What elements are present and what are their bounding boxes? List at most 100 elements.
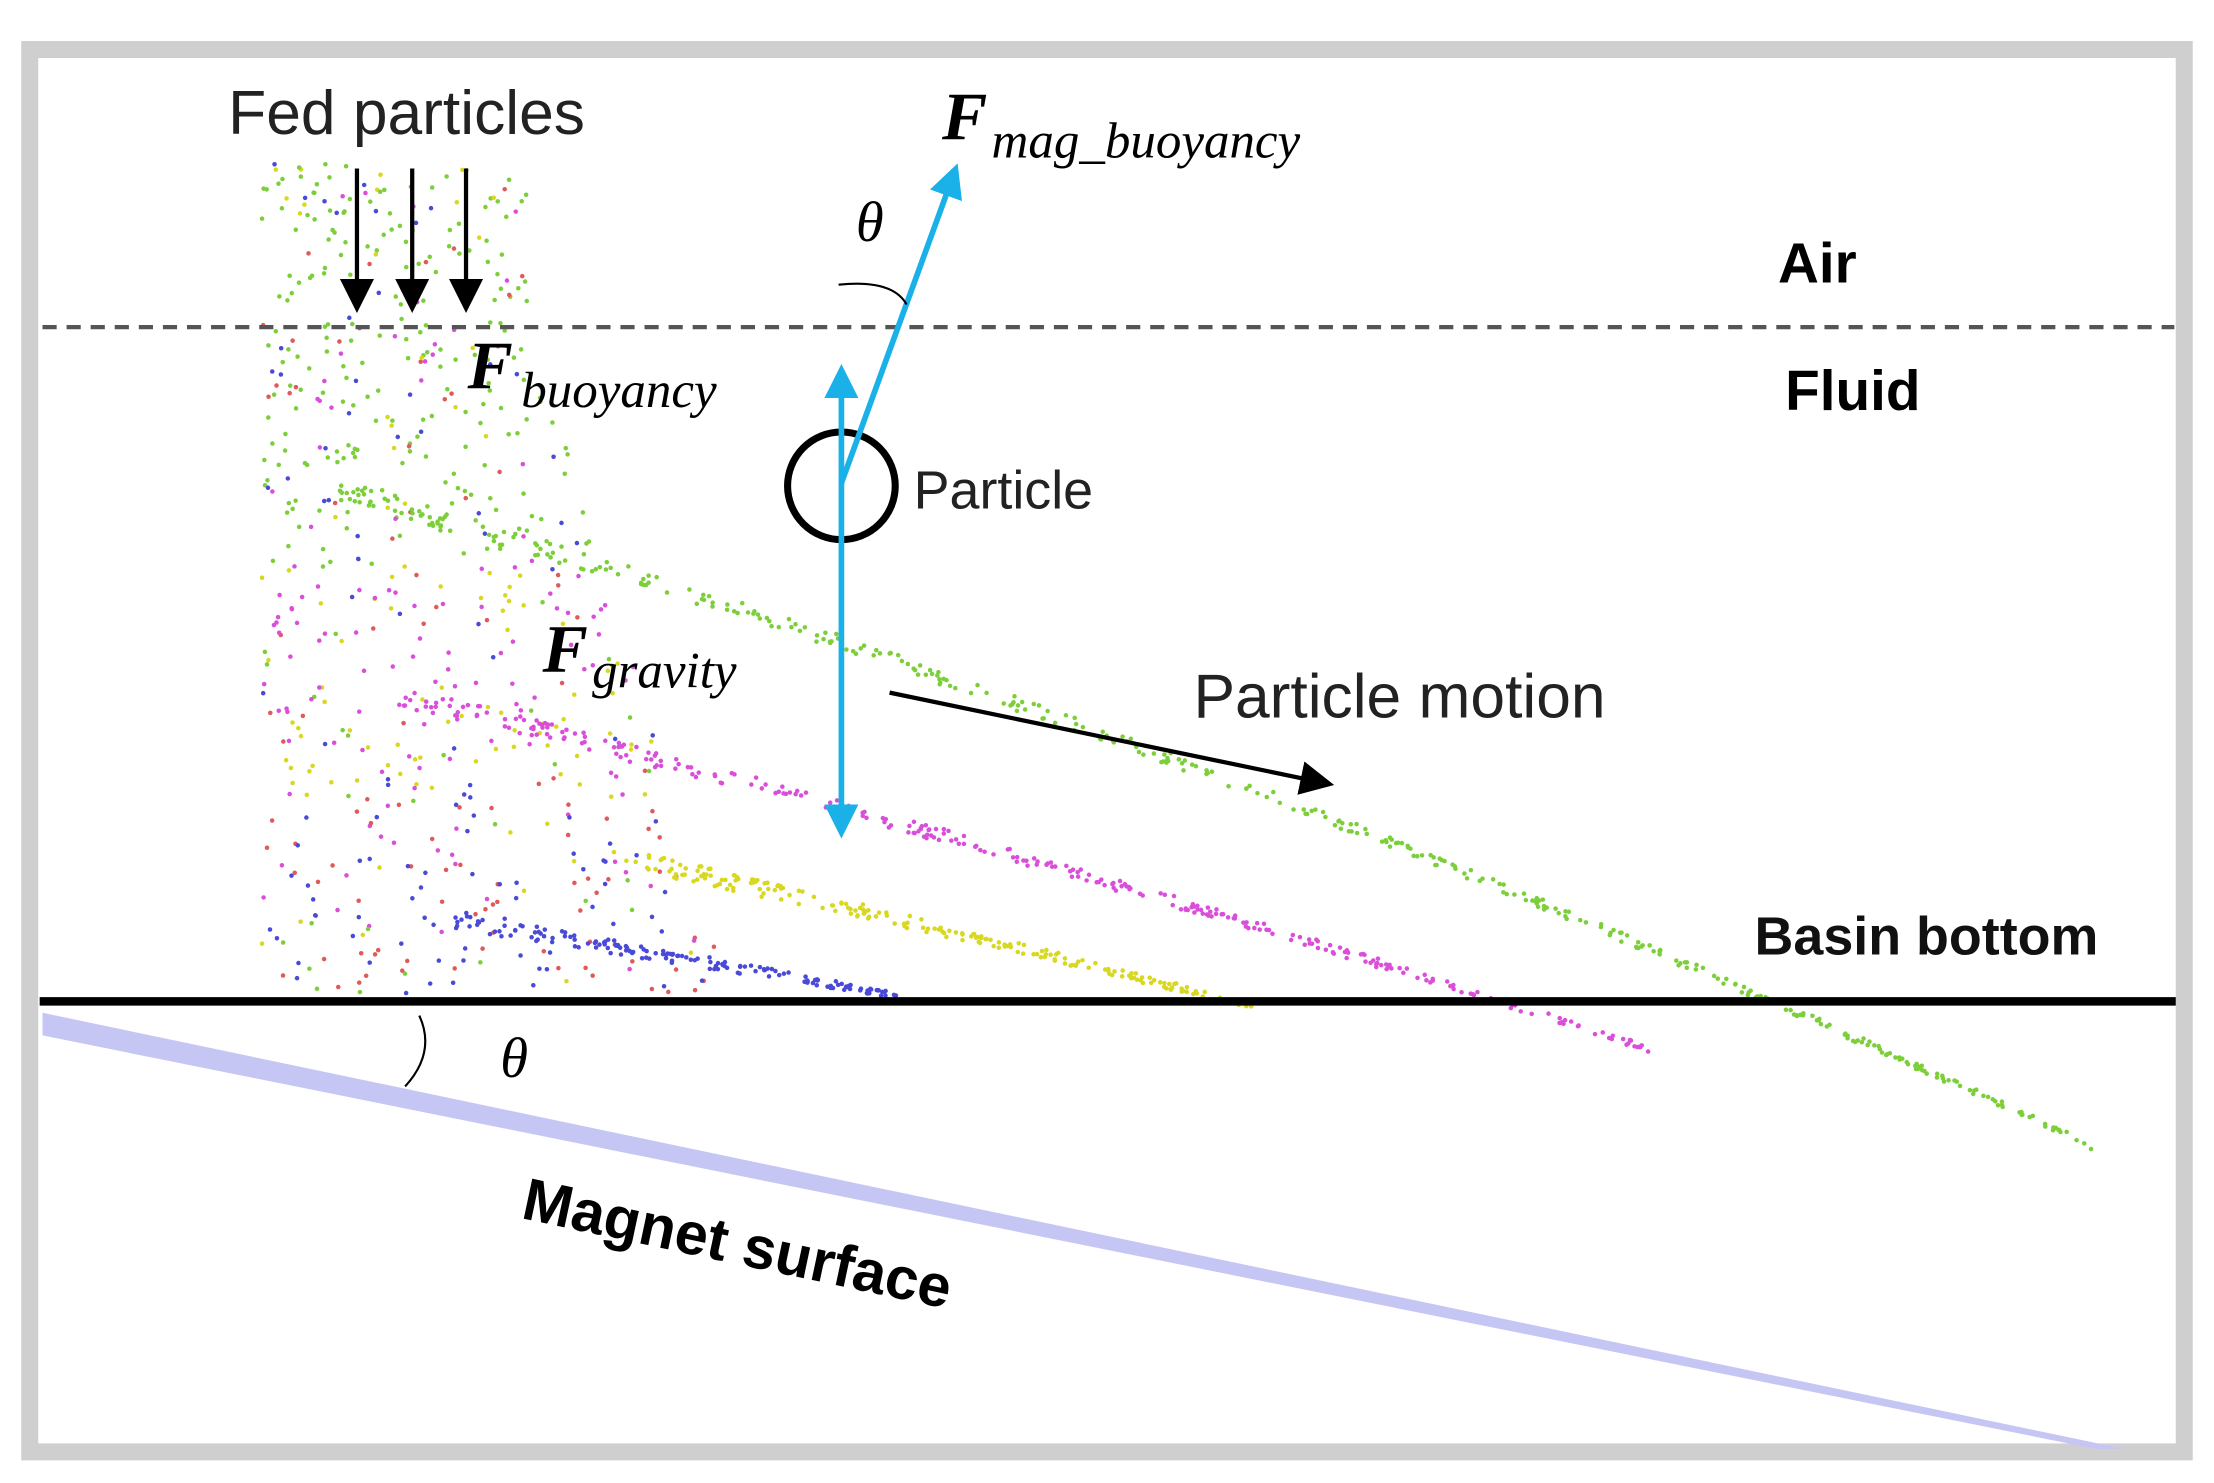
particle-dot (562, 735, 567, 740)
particle-dot (1031, 951, 1036, 957)
particle-dot (463, 444, 468, 449)
particle-dot (433, 679, 438, 684)
particle-dot (335, 459, 340, 465)
particle-dot (418, 359, 423, 365)
label: Fluid (1785, 360, 1920, 423)
particle-dot (278, 372, 284, 377)
particle-dot (361, 668, 367, 674)
particle-dot (1363, 826, 1368, 832)
particle-dot (378, 834, 384, 839)
particle-dot (511, 355, 517, 360)
particle-dot (623, 678, 628, 683)
particle-dot (1501, 882, 1506, 887)
particle-dot (353, 630, 359, 635)
particle-dot (354, 809, 360, 814)
particle-dot (1451, 986, 1456, 992)
particle-dot (337, 339, 342, 344)
particle-dot (1608, 930, 1613, 936)
particle-dot (814, 639, 819, 644)
particle-dot (447, 227, 453, 233)
particle-dot (1919, 1068, 1925, 1073)
particle-dot (370, 626, 376, 631)
particle-dot (658, 763, 664, 769)
particle-dot (612, 736, 618, 742)
particle-dot (568, 934, 573, 940)
particle-dot (654, 763, 659, 768)
particle-dot (510, 639, 516, 644)
particle-dot (486, 532, 492, 538)
particle-dot (1459, 989, 1464, 995)
particle-dot (907, 823, 912, 829)
particle-dot (618, 754, 623, 760)
particle-dot (937, 682, 942, 687)
particle-dot (1243, 924, 1249, 929)
particle-dot (961, 841, 967, 847)
particle-dot (519, 198, 524, 204)
particle-dot (379, 487, 385, 493)
particle-dot (663, 955, 669, 961)
particle-dot (1999, 1102, 2005, 1108)
particle-dot (283, 757, 289, 763)
particle-dot (266, 394, 271, 399)
particle-dot (407, 392, 413, 397)
particle-dot (669, 866, 674, 872)
particle-dot (508, 830, 513, 835)
particle-dot (611, 921, 616, 927)
particle-dot (284, 196, 289, 201)
particle-dot (331, 740, 337, 746)
particle-dot (416, 261, 421, 267)
particle-dot (933, 826, 939, 832)
particle-dot (926, 827, 932, 832)
particle-dot (650, 808, 655, 814)
particle-dot (1127, 886, 1132, 892)
particle-dot (1639, 944, 1644, 949)
particle-dot (338, 351, 344, 356)
particle-dot (465, 828, 470, 834)
particle-dot (947, 683, 953, 689)
particle-dot (814, 633, 820, 638)
particle-dot (1865, 1042, 1870, 1048)
particle-dot (436, 958, 442, 963)
particle-dot (346, 793, 351, 799)
particle-dot (1715, 976, 1721, 981)
particle-dot (1448, 983, 1453, 989)
particle-dot (1934, 1075, 1940, 1080)
particle-dot (287, 791, 292, 797)
particle-dot (1431, 855, 1436, 860)
particle-dot (673, 766, 678, 771)
particle-dot (390, 664, 396, 669)
particle-dot (1184, 989, 1190, 995)
particle-dot (289, 873, 294, 878)
label: Air (1778, 233, 1857, 296)
particle-dot (317, 685, 322, 690)
particle-dot (500, 608, 506, 613)
particle-dot (359, 488, 365, 494)
particle-dot (542, 927, 548, 932)
particle-dot (662, 889, 668, 895)
particle-dot (1045, 708, 1050, 714)
particle-dot (413, 220, 419, 226)
particle-dot (1788, 1007, 1793, 1013)
particle-dot (1136, 749, 1142, 755)
particle-dot (464, 910, 469, 916)
particle-dot (491, 534, 497, 540)
particle-dot (403, 990, 409, 996)
particle-dot (781, 971, 787, 976)
particle-dot (419, 355, 424, 361)
particle-dot (658, 857, 664, 863)
particle-dot (470, 871, 475, 877)
particle-dot (953, 930, 959, 935)
particle-dot (1810, 1013, 1815, 1019)
particle-dot (414, 707, 420, 713)
particle-dot (759, 894, 764, 900)
particle-dot (1360, 951, 1366, 957)
particle-dot (1192, 910, 1197, 915)
particle-dot (506, 431, 511, 437)
particle-dot (729, 770, 735, 776)
particle-dot (1159, 759, 1164, 765)
particle-dot (979, 934, 984, 939)
particle-dot (1624, 933, 1630, 938)
particle-dot (1541, 907, 1547, 912)
particle-dot (1200, 911, 1206, 916)
particle-dot (280, 359, 286, 365)
